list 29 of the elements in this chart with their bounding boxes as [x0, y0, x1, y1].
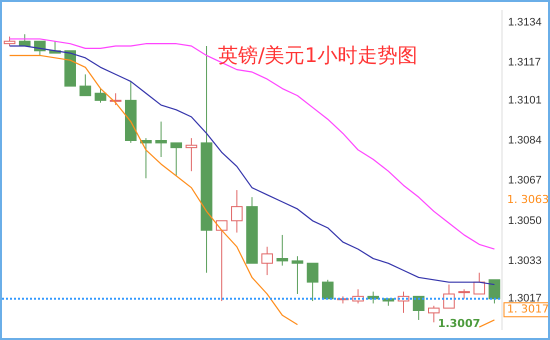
- candlestick: [458, 288, 470, 300]
- candlestick: [4, 36, 16, 47]
- ref-line-label: 1. 3017: [507, 302, 549, 316]
- candlestick: [261, 246, 273, 276]
- y-tick-label: 1.3017: [508, 292, 542, 305]
- y-tick-label: 1.3033: [508, 254, 542, 267]
- candlestick: [428, 305, 440, 323]
- candlestick: [155, 121, 167, 158]
- candlestick: [306, 262, 318, 302]
- candlestick: [80, 74, 92, 96]
- candlestick: [473, 272, 486, 294]
- candlestick: [140, 138, 152, 179]
- y-tick-label: 1.3101: [508, 94, 542, 106]
- y-tick-label: 1.3134: [508, 16, 542, 28]
- candlestick: [186, 138, 198, 172]
- text: 英镑/美元1小时走势图: [218, 43, 418, 68]
- y-tick-label: 1.3117: [508, 56, 541, 69]
- candlestick: [322, 279, 334, 300]
- candlestick: [94, 88, 106, 104]
- candlestick: [443, 284, 455, 309]
- y-tick-label: 1.3084: [508, 134, 542, 147]
- candlestick: [292, 256, 304, 294]
- text: 1. 3063: [507, 192, 549, 206]
- candlestick: [231, 190, 243, 234]
- candlestick: [170, 142, 182, 176]
- candlestick: [276, 234, 288, 266]
- y-tick-label: 1.3067: [508, 174, 542, 187]
- y-tick-label: 1.3050: [508, 214, 542, 227]
- annotation: 1.3007: [438, 317, 480, 330]
